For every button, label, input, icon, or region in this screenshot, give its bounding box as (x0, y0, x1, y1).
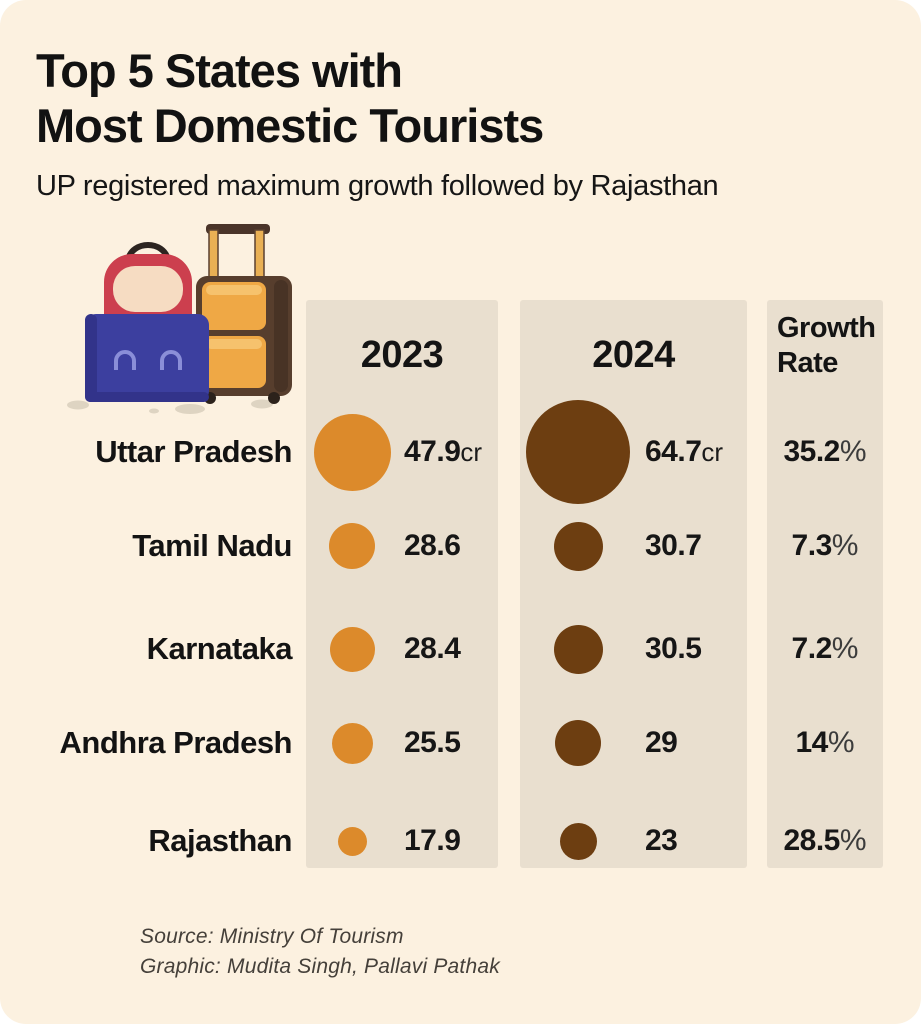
value-unit: cr (701, 436, 724, 467)
value-2024: 23 (645, 824, 678, 857)
bubble-2024 (553, 624, 603, 674)
growth-value: 14 (795, 726, 828, 759)
value-2024: 30.7 (645, 529, 702, 562)
column-header-2024: 2024 (592, 334, 675, 376)
column-strip-2024 (520, 300, 747, 868)
graphic-credit: Graphic: Mudita Singh, Pallavi Pathak (140, 955, 500, 979)
trolley-suitcase (196, 224, 292, 404)
table-row: Uttar Pradesh 47.9 cr 64.7 cr 35.2% (0, 400, 921, 504)
growth-value: 35.2 (783, 435, 840, 468)
luggage-illustration (67, 224, 292, 414)
page-subtitle: UP registered maximum growth followed by… (36, 170, 719, 202)
footer-credits: Source: Ministry Of Tourism Graphic: Mud… (140, 922, 500, 983)
bubble-2023 (337, 826, 367, 856)
value-2024: 29 (645, 726, 678, 759)
source-note: Source: Ministry Of Tourism (140, 925, 404, 948)
bubble-2024 (553, 521, 603, 571)
percent-sign: % (831, 632, 859, 665)
title-line-2: Most Domestic Tourists (36, 98, 544, 152)
bubble-2023 (331, 722, 373, 764)
table-row: Rajasthan 17.9 23 28.5% (0, 793, 921, 889)
bubble-2024 (526, 400, 630, 504)
growth-value: 7.3 (791, 529, 833, 562)
column-header-growth-rate: Growth Rate (777, 311, 883, 381)
bubble-2023 (313, 413, 391, 491)
table-row: Karnataka 28.4 30.5 7.2% (0, 601, 921, 697)
percent-sign: % (831, 529, 859, 562)
state-label: Rajasthan (148, 823, 292, 858)
value-2023: 25.5 (404, 726, 461, 759)
bubble-2024 (559, 822, 597, 860)
blue-suitcase (85, 314, 209, 402)
percent-sign: % (839, 435, 867, 468)
value-2023: 17.9 (404, 824, 461, 857)
value-2024: 64.7 (645, 435, 702, 468)
bubble-2023 (329, 523, 375, 569)
growth-header-line-2: Rate (777, 346, 838, 379)
title-line-1: Top 5 States with (36, 44, 403, 97)
value-2024: 30.5 (645, 632, 702, 665)
column-header-2023: 2023 (360, 334, 444, 376)
bubble-2024 (555, 720, 601, 766)
growth-header-line-1: Growth (777, 312, 876, 344)
state-label: Uttar Pradesh (95, 434, 292, 469)
percent-sign: % (839, 824, 867, 857)
state-label: Karnataka (146, 631, 293, 666)
page-title: Top 5 States with Most Domestic Tourists (36, 44, 544, 154)
table-row: Tamil Nadu 28.6 30.7 7.3% (0, 498, 921, 594)
value-2023: 28.4 (404, 632, 461, 665)
column-strip-growth-rate (767, 300, 883, 868)
state-label: Tamil Nadu (132, 528, 292, 563)
state-label: Andhra Pradesh (59, 725, 293, 760)
table-row: Andhra Pradesh 25.5 29 14% (0, 695, 921, 791)
value-unit: cr (460, 436, 483, 467)
value-2023: 28.6 (404, 529, 461, 562)
column-strip-2023 (306, 300, 498, 868)
percent-sign: % (827, 726, 855, 759)
growth-value: 28.5 (783, 824, 840, 857)
value-2023: 47.9 (404, 435, 461, 468)
growth-value: 7.2 (791, 632, 833, 665)
bubble-2023 (329, 626, 375, 672)
